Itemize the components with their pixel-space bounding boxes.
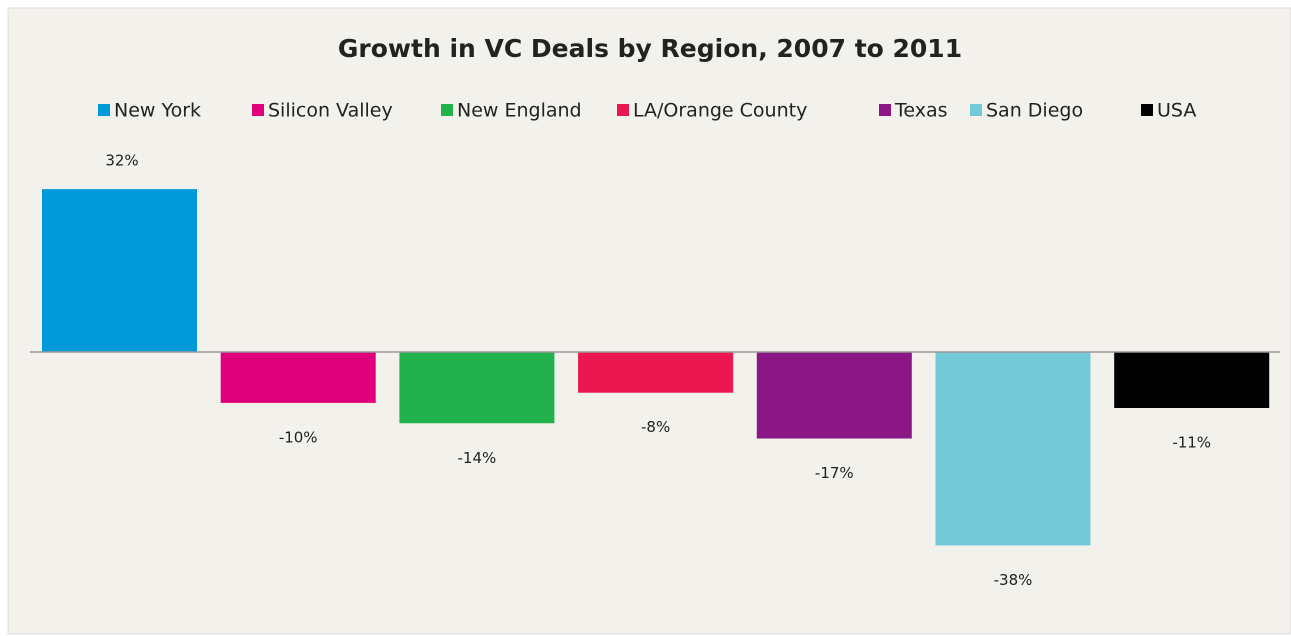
legend-label: Texas (894, 100, 948, 122)
value-label: -10% (279, 428, 318, 446)
legend-label: New York (114, 100, 201, 122)
bar (42, 189, 197, 352)
legend-swatch (252, 104, 264, 116)
value-label: -38% (994, 571, 1033, 589)
legend-swatch (441, 104, 453, 116)
bar (756, 352, 912, 439)
legend-label: LA/Orange County (633, 100, 807, 122)
value-label: 32% (105, 152, 138, 170)
bar (399, 352, 555, 424)
value-label: -17% (815, 464, 854, 482)
legend-swatch (98, 104, 110, 116)
legend-label: USA (1157, 100, 1196, 122)
value-label: -8% (641, 418, 670, 436)
value-label: -11% (1172, 433, 1211, 451)
legend-label: New England (457, 100, 582, 122)
legend-swatch (617, 104, 629, 116)
bar (578, 352, 734, 393)
bar (1114, 352, 1270, 408)
bar (935, 352, 1091, 546)
legend-label: Silicon Valley (268, 100, 393, 122)
legend-swatch (1141, 104, 1153, 116)
legend-swatch (970, 104, 982, 116)
value-label: -14% (458, 449, 497, 467)
bar (220, 352, 376, 403)
legend-label: San Diego (986, 100, 1083, 122)
legend-swatch (879, 104, 891, 116)
chart-title: Growth in VC Deals by Region, 2007 to 20… (338, 34, 962, 63)
